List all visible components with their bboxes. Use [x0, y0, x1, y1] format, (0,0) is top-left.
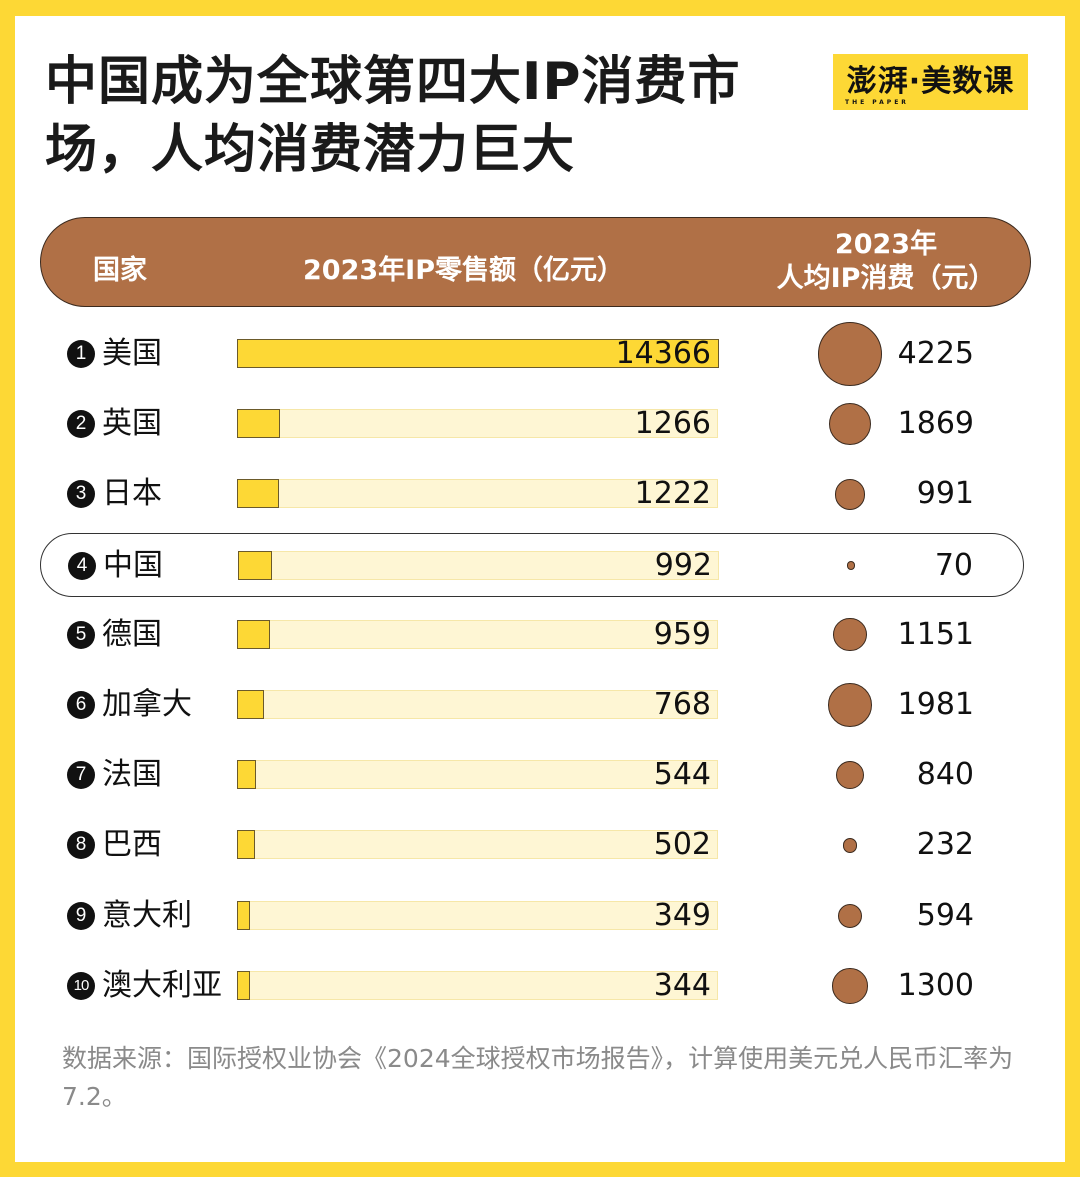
country-name: 澳大利亚: [102, 967, 222, 1003]
rank-badge: 8: [67, 831, 95, 860]
retail-value: 502: [653, 827, 711, 863]
retail-bar: [237, 479, 279, 509]
country-name: 加拿大: [102, 687, 192, 722]
rank-badge: 2: [67, 410, 95, 439]
table-row: 1 美国 14366 4225: [40, 322, 1024, 386]
per-capita-bubble: [828, 402, 872, 446]
table-row: 6 加拿大 768 1981: [40, 673, 1024, 737]
retail-bar: [237, 339, 719, 368]
table-row: 3 日本 1222 991: [40, 462, 1024, 526]
retail-value: 349: [653, 897, 711, 933]
per-capita-bubble: [835, 760, 865, 790]
logo-subtext: THE PAPER: [845, 99, 909, 106]
retail-bar-track: 1266: [237, 406, 718, 441]
brand-logo: 澎湃·美数课 THE PAPER: [833, 54, 1028, 110]
header-country: 国家: [93, 255, 147, 286]
retail-bar: [237, 760, 257, 790]
retail-bar-track: 768: [237, 687, 718, 722]
retail-bar: [237, 970, 250, 1000]
rank-badge: 3: [67, 480, 95, 509]
per-capita-bubble: [833, 618, 867, 652]
country-name: 日本: [102, 476, 162, 512]
country-name: 德国: [102, 616, 162, 652]
per-capita-bubble: [818, 322, 882, 386]
per-capita-value: 991: [916, 476, 974, 512]
rank-badge: 9: [67, 901, 95, 930]
country-name: 意大利: [102, 897, 192, 933]
per-capita-value: 1151: [897, 616, 974, 652]
rank-badge: 4: [68, 551, 96, 580]
rank-badge: 5: [67, 620, 95, 649]
table-row: 2 英国 1266 1869: [40, 392, 1024, 456]
logo-text: 澎湃·美数课: [846, 64, 1015, 99]
country-name: 巴西: [102, 827, 162, 863]
header-per-capita: 2023年 人均IP消费（元）: [741, 228, 1031, 296]
per-capita-value: 1300: [897, 967, 974, 1003]
header-per-capita-label: 人均IP消费（元）: [776, 263, 996, 294]
country-name: 中国: [103, 547, 163, 583]
per-capita-value: 840: [916, 757, 974, 793]
retail-value: 1222: [634, 476, 711, 512]
per-capita-bubble: [846, 561, 856, 570]
rank-badge: 6: [67, 691, 95, 719]
retail-bar-track: 349: [237, 898, 718, 933]
per-capita-value: 232: [916, 827, 974, 863]
country-name: 美国: [102, 336, 162, 371]
table-row: 5 德国 959 1151: [40, 603, 1024, 667]
per-capita-value: 70: [934, 547, 973, 583]
per-capita-value: 594: [916, 897, 974, 933]
retail-bar: [237, 409, 281, 439]
per-capita-value: 1981: [897, 687, 974, 722]
page-title: 中国成为全球第四大IP消费市场，人均消费潜力巨大: [45, 52, 741, 180]
table-row: 4 中国 992 70: [40, 532, 1024, 597]
country-name: 英国: [102, 406, 162, 442]
retail-bar-track: 992: [238, 548, 719, 583]
table-row: 9 意大利 349 594: [40, 884, 1024, 948]
table-row: 8 巴西 502 232: [40, 813, 1024, 877]
rank-badge: 7: [67, 761, 95, 790]
source-note: 数据来源：国际授权业协会《2024全球授权市场报告》，计算使用美元兑人民币汇率为…: [62, 1044, 1014, 1111]
retail-bar-track: 959: [237, 617, 718, 652]
retail-bar-track: 544: [237, 757, 718, 792]
retail-value: 768: [653, 687, 711, 722]
retail-bar: [237, 830, 255, 860]
retail-value: 1266: [634, 406, 711, 442]
retail-bar-track: 14366: [237, 336, 719, 371]
retail-bar-track: 1222: [237, 476, 718, 511]
table-row: 7 法国 544 840: [40, 743, 1024, 807]
retail-value: 544: [653, 757, 711, 793]
retail-value: 344: [653, 967, 711, 1003]
retail-bar: [237, 900, 250, 930]
retail-value: 992: [654, 547, 712, 583]
retail-bar-track: 344: [237, 968, 718, 1003]
country-name: 法国: [102, 757, 162, 793]
retail-value: 14366: [615, 336, 711, 371]
per-capita-bubble: [828, 683, 872, 727]
retail-bar: [237, 619, 271, 649]
table-header: 国家 2023年IP零售额（亿元） 2023年 人均IP消费（元）: [40, 217, 1031, 307]
rank-badge: 1: [67, 340, 95, 368]
per-capita-bubble: [838, 903, 862, 928]
retail-bar: [237, 690, 264, 719]
per-capita-value: 1869: [897, 406, 974, 442]
retail-bar-track: 502: [237, 827, 718, 862]
per-capita-bubble: [832, 968, 868, 1004]
retail-value: 959: [653, 616, 711, 652]
header-retail: 2023年IP零售额（亿元）: [303, 255, 624, 286]
table-row: 10 澳大利亚 344 1300: [40, 954, 1024, 1018]
rank-badge: 10: [67, 971, 95, 1000]
per-capita-value: 4225: [897, 336, 974, 371]
per-capita-bubble: [834, 478, 866, 510]
per-capita-bubble: [842, 837, 858, 853]
retail-bar: [238, 550, 273, 580]
header-per-capita-year: 2023年: [834, 229, 938, 260]
